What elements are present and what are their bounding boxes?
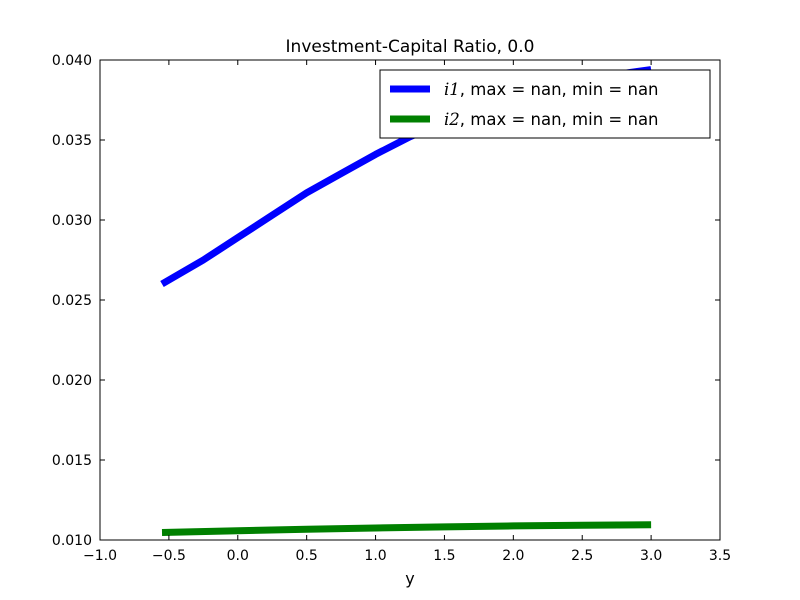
series-line-i2 (161, 521, 652, 536)
y-tick-label: 0.015 (52, 453, 92, 469)
x-tick-label: 2.0 (502, 548, 524, 564)
y-tick-label: 0.010 (52, 533, 92, 549)
y-tick-label: 0.030 (52, 213, 92, 229)
x-tick-label: 3.5 (709, 548, 731, 564)
legend-series-suffix: , max = nan, min = nan (460, 110, 659, 129)
x-tick-label: −1.0 (83, 548, 117, 564)
legend-entry-i2: i2, max = nan, min = nan (444, 110, 659, 129)
chart-title: Investment-Capital Ratio, 0.0 (286, 37, 535, 57)
x-tick-label: −0.5 (152, 548, 186, 564)
y-tick-label: 0.025 (52, 293, 92, 309)
legend-series-name: i2 (444, 110, 460, 129)
legend-box (379, 69, 711, 139)
x-tick-label: 0.5 (296, 548, 318, 564)
y-tick-label: 0.035 (52, 133, 92, 149)
legend-series-suffix: , max = nan, min = nan (460, 80, 659, 99)
x-tick-label: 2.5 (571, 548, 593, 564)
x-tick-label: 0.0 (227, 548, 249, 564)
legend-entry-i1: i1, max = nan, min = nan (444, 80, 659, 99)
x-tick-label: 1.5 (433, 548, 455, 564)
y-tick-label: 0.020 (52, 373, 92, 389)
x-tick-label: 1.0 (364, 548, 386, 564)
legend-series-name: i1 (444, 80, 460, 99)
x-tick-label: 3.0 (640, 548, 662, 564)
y-tick-label: 0.040 (52, 53, 92, 69)
x-axis-label: y (405, 569, 414, 588)
